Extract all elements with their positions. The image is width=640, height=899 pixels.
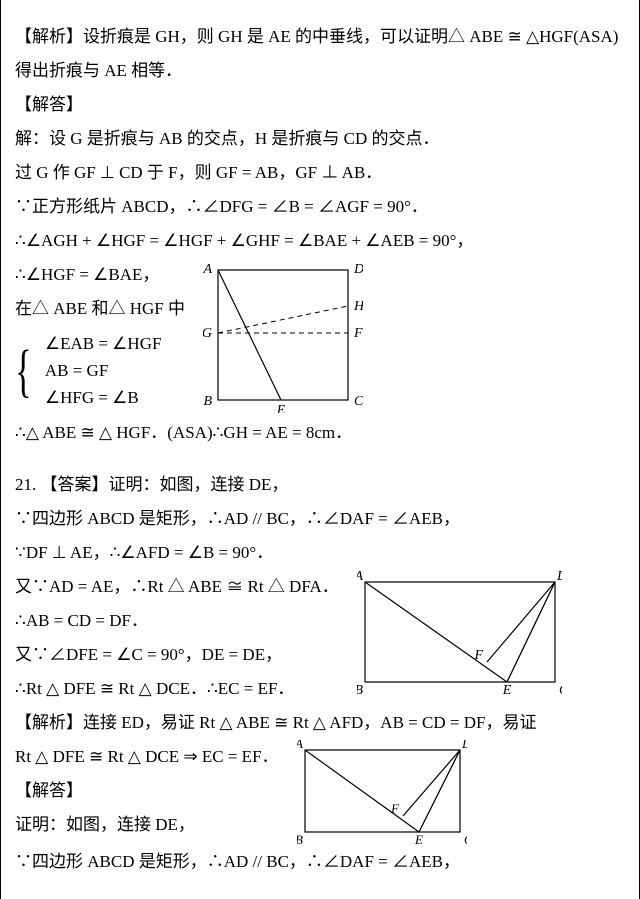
svg-text:D: D — [461, 740, 467, 751]
svg-text:C: C — [354, 394, 363, 409]
svg-text:E: E — [276, 403, 286, 413]
svg-text:E: E — [502, 683, 512, 695]
cases-brace: { ∠EAB = ∠HGF AB = GF ∠HFG = ∠B — [15, 330, 185, 412]
left-brace-icon: { — [15, 342, 32, 400]
heading-answer-1: 【解答】 — [15, 88, 625, 122]
svg-text:C: C — [559, 683, 562, 695]
q21-line-6: 又∵∠DFE = ∠C = 90°，DE = DE， — [15, 638, 339, 672]
q21-line-8: 【解析】连接 ED，易证 Rt △ ABE ≅ Rt △ AFD，AB = CD… — [15, 706, 625, 740]
svg-text:A: A — [203, 262, 212, 277]
sol-line-7: ∴△ ABE ≅ △ HGF．(ASA)∴GH = AE = 8cm． — [15, 416, 625, 450]
q21-number: 21. — [15, 475, 36, 494]
svg-text:D: D — [556, 570, 562, 584]
case-1: ∠EAB = ∠HGF — [45, 330, 162, 357]
q21-line-12: ∵四边形 ABCD 是矩形，∴AD // BC，∴∠DAF = ∠AEB， — [15, 845, 625, 879]
q21-line-4: 又∵AD = AE，∴Rt △ ABE ≅ Rt △ DFA． — [15, 570, 339, 604]
sol-line-5: ∴∠HGF = ∠BAE， — [15, 258, 185, 292]
svg-text:H: H — [353, 299, 363, 314]
svg-text:B: B — [203, 394, 212, 409]
sol-line-6: 在△ ABE 和△ HGF 中 — [15, 292, 185, 326]
sol-line-1: 解：设 G 是折痕与 AB 的交点，H 是折痕与 CD 的交点． — [15, 122, 625, 156]
svg-text:G: G — [203, 326, 212, 341]
q21-line-3: ∵DF ⊥ AE，∴∠AFD = ∠B = 90°． — [15, 536, 625, 570]
q21-line-10: 【解答】 — [15, 774, 279, 808]
row-with-figure-1: ∴∠HGF = ∠BAE， 在△ ABE 和△ HGF 中 { ∠EAB = ∠… — [15, 258, 625, 416]
figure-rectangle-1: A D B C E F — [357, 570, 562, 695]
svg-text:E: E — [414, 832, 423, 845]
case-3: ∠HFG = ∠B — [45, 384, 162, 411]
svg-text:F: F — [473, 648, 483, 663]
figure-rectangle-2: A D B C E F — [297, 740, 467, 845]
svg-text:A: A — [357, 570, 363, 584]
svg-text:A: A — [297, 740, 303, 751]
row-with-figure-3: Rt △ DFE ≅ Rt △ DCE ⇒ EC = EF． 【解答】 证明：如… — [15, 740, 625, 845]
svg-text:B: B — [297, 832, 303, 845]
q21-answer-heading: 【答案】证明：如图，连接 DE， — [41, 475, 289, 494]
sol-line-4: ∴∠AGH + ∠HGF = ∠HGF + ∠GHF = ∠BAE + ∠AEB… — [15, 224, 625, 258]
svg-text:F: F — [353, 326, 363, 341]
q21-line-7: ∴Rt △ DFE ≅ Rt △ DCE．∴EC = EF． — [15, 672, 339, 706]
figure-square-fold: A D B C E G FH — [203, 258, 363, 413]
sol-line-2: 过 G 作 GF ⊥ CD 于 F，则 GF = AB，GF ⊥ AB． — [15, 156, 625, 190]
analysis-1: 【解析】设折痕是 GH，则 GH 是 AE 的中垂线，可以证明△ ABE ≅ △… — [15, 20, 625, 88]
case-2: AB = GF — [45, 357, 162, 384]
q21-line-2: ∵四边形 ABCD 是矩形，∴AD // BC，∴∠DAF = ∠AEB， — [15, 502, 625, 536]
q21-line-5: ∴AB = CD = DF． — [15, 604, 339, 638]
q21-line-9: Rt △ DFE ≅ Rt △ DCE ⇒ EC = EF． — [15, 740, 279, 774]
row-with-figure-2: 又∵AD = AE，∴Rt △ ABE ≅ Rt △ DFA． ∴AB = CD… — [15, 570, 625, 706]
svg-text:F: F — [390, 801, 400, 816]
svg-text:D: D — [353, 262, 363, 277]
svg-text:C: C — [464, 832, 467, 845]
q21-line-1: 21. 【答案】证明：如图，连接 DE， — [15, 468, 625, 502]
q21-line-11: 证明：如图，连接 DE， — [15, 808, 279, 842]
sol-line-3: ∵正方形纸片 ABCD，∴∠DFG = ∠B = ∠AGF = 90°． — [15, 190, 625, 224]
svg-text:B: B — [357, 683, 363, 695]
